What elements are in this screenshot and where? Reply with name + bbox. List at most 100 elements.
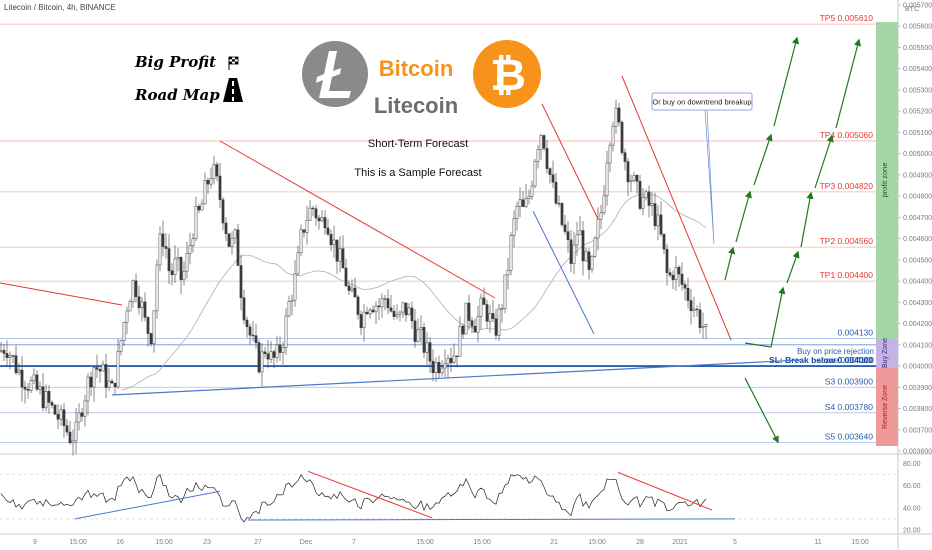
candle-body [416,329,420,342]
candle-body [479,297,483,317]
price-tick-label: 0.005200 [903,109,932,116]
candle-body [428,342,432,362]
callout: Or buy on downtrend breakup [651,92,753,245]
candle-body [194,206,198,239]
candle-body [422,327,426,353]
candle-body [533,161,537,187]
candle-body [614,107,618,127]
candle-body [248,326,252,336]
time-tick-label: 5 [733,539,737,546]
candle-body [98,369,102,372]
candle-body [122,322,126,341]
arrow-up-3 [800,191,814,248]
candle-body [242,297,246,321]
trendline-blue-channel[interactable] [532,210,595,335]
candle-body [359,314,363,329]
candle-body [128,301,132,312]
candle-body [185,253,189,272]
level-label: TP2 0.004560 [820,236,874,246]
rsi-panel[interactable]: 80.00 60.00 40.00 20.00 [0,461,921,535]
candle-body [347,285,351,291]
trendline-red-right1[interactable] [541,103,599,220]
candle-body [656,214,660,227]
candle-body [635,175,639,182]
candle-body [386,298,390,309]
candle-body [572,244,576,264]
candle-body [206,179,210,185]
candle-body [629,180,633,183]
candle-body [212,164,216,179]
candle-body [143,301,147,318]
candle-body [494,318,498,336]
candle-body [65,425,69,433]
candle-body [470,320,474,327]
candle-body [260,351,264,373]
ma-line [120,194,707,391]
unit-label: BTC [905,6,919,13]
candle-body [626,161,630,183]
candle-body [332,239,336,246]
price-tick-label: 0.005400 [903,66,932,73]
candle-body [257,342,261,373]
candle-body [113,382,117,388]
candle-body [101,364,105,372]
candle-body [47,391,51,403]
price-tick-label: 0.004600 [903,236,932,243]
price-tick-label: 0.003900 [903,385,932,392]
candle-body [404,302,408,316]
price-tick-label: 0.005700 [903,3,932,10]
time-tick-label: 15:00 [69,539,87,546]
candle-body [398,311,402,315]
candle-body [215,164,219,177]
trendline-red-main[interactable] [219,140,496,299]
candle-body [524,198,528,207]
candle-body [74,421,78,442]
candle-body [170,270,174,275]
candle-body [491,313,495,319]
candle-body [485,304,489,322]
candle-body [653,203,657,227]
candle-body [455,355,459,357]
candle-body [593,237,597,257]
candle-body [521,199,525,207]
trendline-red-left[interactable] [0,282,123,306]
candle-body [275,344,279,358]
candle-body [221,199,225,224]
svg-text:₿: ₿ [490,51,526,100]
profit-zone-label: profit zone [880,162,889,197]
trendlines[interactable] [0,75,801,396]
candle-body [164,246,168,249]
candle-body [263,351,267,354]
candle-body [17,369,21,374]
candle-body [2,350,6,354]
candle-body [239,265,243,298]
candle-body [281,347,285,353]
trendline-red-right2[interactable] [621,75,732,341]
arrow-up-1 [744,286,786,348]
candle-body [119,340,123,352]
candle-body [563,224,567,232]
candle-body [266,353,270,360]
bitcoin-logo-icon: ₿ [473,40,541,108]
candle-body [407,307,411,316]
short-term-forecast-text: Short-Term Forecast [368,138,468,150]
candle-body [476,316,480,333]
trendline-blue-support[interactable] [111,359,801,396]
candle-body [236,229,240,266]
candle-body [461,325,465,335]
candle-body [362,311,366,329]
candle-body [188,245,192,254]
candle-body [116,350,120,388]
buy-zone-bar [876,339,898,368]
price-tick-label: 0.004200 [903,321,932,328]
time-axis[interactable]: 9 15:00 16 15:00 23 27 Dec 7 15:00 15:00 21 15:00 28… [33,539,869,546]
candle-body [668,272,672,276]
candle-body [311,207,315,210]
candle-body [506,269,510,276]
candle-body [200,203,204,211]
candle-body [269,351,273,360]
candle-body [482,297,486,305]
price-axis[interactable]: 0.005700 0.005600 0.005500 0.005400 0.005300… [898,3,932,456]
arrow-alt-3 [753,133,773,186]
